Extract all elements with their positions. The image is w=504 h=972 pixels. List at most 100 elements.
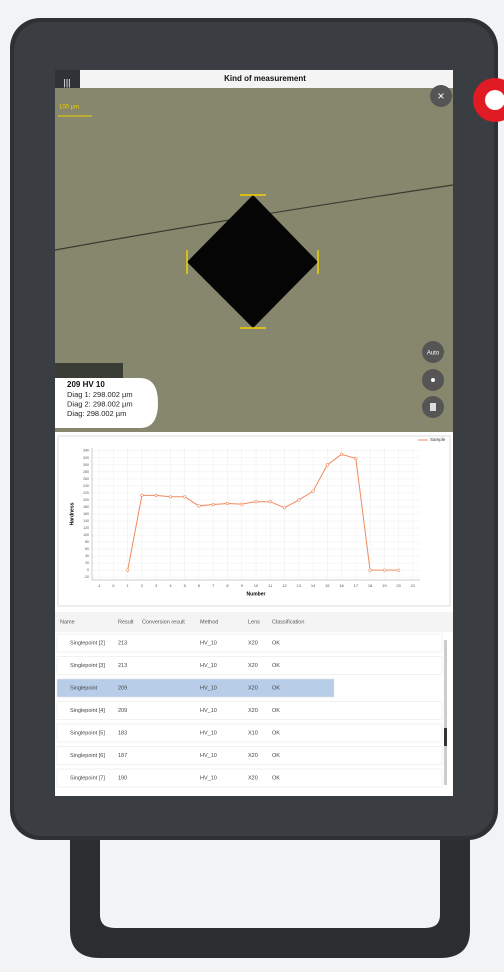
table-cell: HV_10 bbox=[200, 685, 217, 691]
table-cell: 183 bbox=[118, 730, 127, 736]
table-cell: 213 bbox=[118, 640, 127, 646]
result-value: 209 HV 10 bbox=[67, 380, 105, 389]
data-point bbox=[240, 502, 244, 506]
table-header-cell[interactable]: Lens bbox=[248, 619, 260, 625]
result-line: Diag 1: 298.002 µm bbox=[67, 390, 133, 399]
auto-label[interactable]: Auto bbox=[427, 351, 440, 357]
y-tick-label: 300 bbox=[83, 463, 89, 467]
x-tick-label: 19 bbox=[382, 583, 387, 588]
data-point bbox=[126, 568, 130, 572]
x-tick-label: 2 bbox=[141, 583, 144, 588]
y-tick-label: 140 bbox=[83, 519, 89, 523]
data-point bbox=[268, 500, 272, 504]
x-tick-label: 16 bbox=[339, 583, 344, 588]
table-header-cell[interactable]: Classification bbox=[272, 619, 304, 625]
x-tick-label: 8 bbox=[226, 583, 229, 588]
table-cell: OK bbox=[272, 753, 280, 759]
table-cell: OK bbox=[272, 730, 280, 736]
table-header-cell[interactable]: Method bbox=[200, 619, 218, 625]
close-icon[interactable]: × bbox=[437, 89, 444, 103]
x-tick-label: 12 bbox=[282, 583, 287, 588]
table-cell: Singlepoint [4] bbox=[70, 708, 105, 714]
table-cell: X10 bbox=[248, 730, 258, 736]
info-tab bbox=[55, 363, 123, 378]
x-tick-label: 5 bbox=[184, 583, 187, 588]
auto-button[interactable] bbox=[422, 341, 444, 363]
y-tick-label: 340 bbox=[83, 449, 89, 453]
table-cell: X20 bbox=[248, 663, 258, 669]
x-tick-label: 11 bbox=[268, 583, 273, 588]
x-tick-label: 10 bbox=[254, 583, 259, 588]
table-cell: X20 bbox=[248, 753, 258, 759]
data-point bbox=[339, 452, 344, 456]
table-header-cell[interactable]: Result bbox=[118, 619, 134, 625]
table-cell: OK bbox=[272, 708, 280, 714]
table-row[interactable] bbox=[56, 768, 443, 788]
table-cell: Singlepoint [5] bbox=[70, 730, 105, 736]
data-point bbox=[197, 504, 201, 508]
table-header-cell[interactable]: Conversion result bbox=[142, 619, 185, 625]
table-cell: HV_10 bbox=[200, 775, 217, 781]
table-row[interactable] bbox=[56, 723, 443, 743]
x-tick-label: 14 bbox=[311, 583, 316, 588]
result-panel bbox=[55, 378, 158, 428]
y-tick-label: 280 bbox=[83, 470, 89, 474]
table-cell: Singlepoint [6] bbox=[70, 753, 105, 759]
header-bar bbox=[55, 70, 453, 88]
delete-icon[interactable] bbox=[430, 403, 436, 411]
x-tick-label: 20 bbox=[396, 583, 401, 588]
x-tick-label: 6 bbox=[198, 583, 201, 588]
table-cell: 209 bbox=[118, 685, 127, 691]
table-cell: X20 bbox=[248, 685, 258, 691]
y-tick-label: 220 bbox=[83, 491, 89, 495]
table-cell: 190 bbox=[118, 775, 127, 781]
table-row[interactable] bbox=[56, 656, 443, 675]
data-point bbox=[282, 506, 287, 510]
data-point bbox=[254, 500, 258, 504]
table-row-selected[interactable] bbox=[56, 678, 335, 698]
data-point bbox=[368, 568, 372, 572]
table-cell: Singlepoint [3] bbox=[70, 663, 105, 669]
table-row[interactable] bbox=[56, 701, 443, 720]
table-cell: X20 bbox=[248, 775, 258, 781]
add-icon[interactable] bbox=[431, 378, 435, 382]
table-cell: Singlepoint [2] bbox=[70, 640, 105, 646]
scrollbar[interactable] bbox=[444, 640, 447, 785]
table-cell: X20 bbox=[248, 708, 258, 714]
table-cell: 187 bbox=[118, 753, 127, 759]
x-tick-label: 9 bbox=[241, 583, 244, 588]
logo-inner bbox=[485, 90, 504, 110]
table-cell: 213 bbox=[118, 663, 127, 669]
data-line bbox=[127, 453, 399, 571]
table-cell: Singlepoint [7] bbox=[70, 775, 105, 781]
x-tick-label: 21 bbox=[411, 583, 416, 588]
table-header-cell[interactable]: Name bbox=[60, 619, 75, 625]
data-point bbox=[225, 501, 230, 506]
x-tick-label: 4 bbox=[169, 583, 172, 588]
table-header bbox=[55, 612, 453, 632]
x-tick-label: 18 bbox=[368, 583, 373, 588]
scroll-thumb[interactable] bbox=[444, 728, 447, 746]
data-point bbox=[168, 495, 173, 499]
table-cell: 209 bbox=[118, 708, 127, 714]
y-tick-label: -20 bbox=[84, 575, 89, 579]
x-tick-label: 1 bbox=[127, 583, 130, 588]
close-button[interactable] bbox=[430, 85, 452, 107]
table-cell: OK bbox=[272, 775, 280, 781]
table-cell: HV_10 bbox=[200, 640, 217, 646]
menu-icon[interactable]: ||| bbox=[63, 77, 70, 87]
y-tick-label: 60 bbox=[85, 547, 89, 551]
table-row[interactable] bbox=[56, 746, 443, 765]
legend-label: Sample bbox=[430, 437, 446, 442]
y-tick-label: 180 bbox=[83, 505, 89, 509]
header-title: Kind of measurement bbox=[224, 74, 306, 83]
table-row[interactable] bbox=[56, 633, 443, 653]
indent bbox=[187, 195, 318, 328]
x-tick-label: 0 bbox=[112, 583, 115, 588]
data-point bbox=[311, 489, 315, 493]
data-point bbox=[297, 498, 301, 502]
handle bbox=[70, 830, 470, 958]
table-cell: HV_10 bbox=[200, 708, 217, 714]
